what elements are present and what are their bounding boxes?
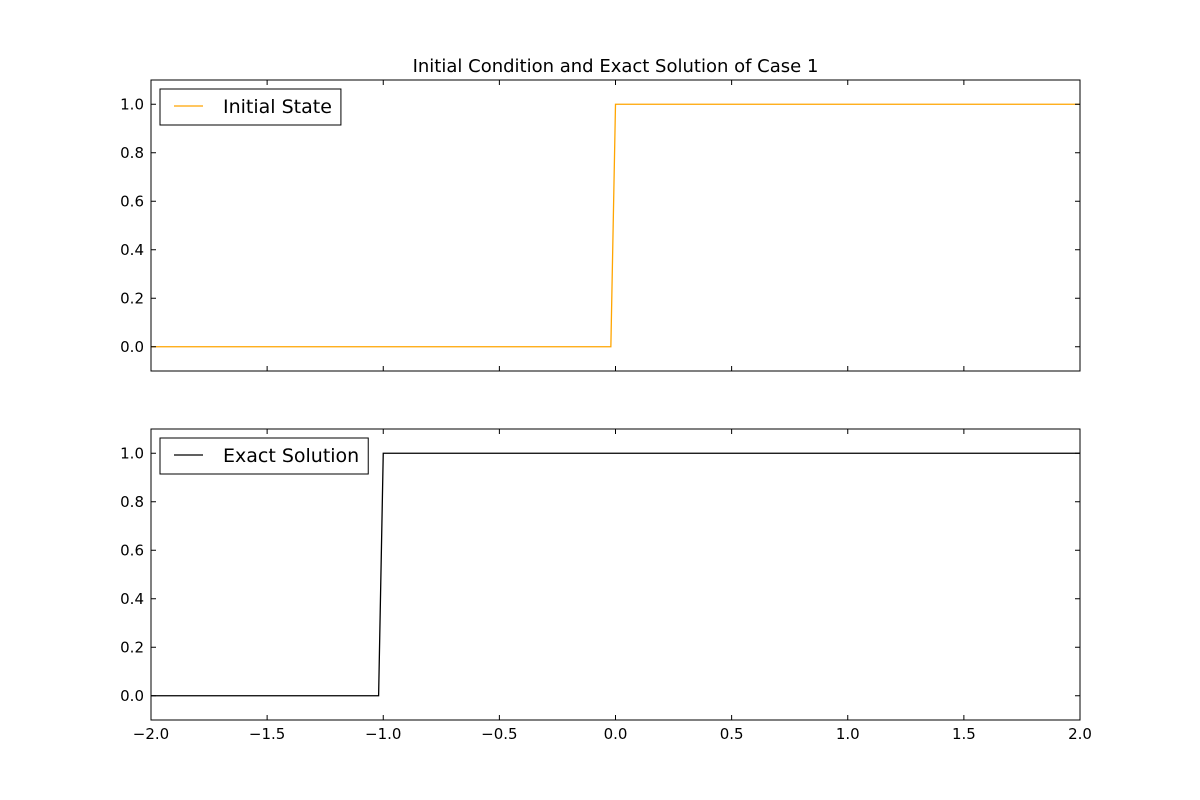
y-tick-label: 0.6 (120, 541, 144, 559)
y-tick-label: 0.8 (120, 493, 144, 511)
y-tick-label: 0.4 (120, 590, 144, 608)
y-tick-label: 0.2 (120, 638, 144, 656)
x-tick-label: −1.0 (365, 725, 401, 743)
y-tick-label: 1.0 (120, 95, 144, 113)
x-tick-label: 1.5 (952, 725, 976, 743)
y-tick-label: 0.2 (120, 289, 144, 307)
chart-title: Initial Condition and Exact Solution of … (413, 56, 819, 77)
legend-2: Exact Solution (159, 437, 369, 475)
y-tick-label: 0.4 (120, 241, 144, 259)
subplot-2: −2.0 −1.5 −1.0 −0.5 0.0 0.5 1.0 1.5 2.0 0.0 0.2 0.4… (120, 428, 1092, 743)
x-tick-label: 1.0 (836, 725, 860, 743)
x-tick-label: −1.5 (249, 725, 285, 743)
legend-box (159, 88, 342, 126)
y-tick-label: 0.6 (120, 192, 144, 210)
x-tick-label: 0.5 (720, 725, 744, 743)
legend-label: Initial State (223, 96, 332, 118)
y-tick-label: 1.0 (120, 444, 144, 462)
y-tick-label: 0.0 (120, 338, 144, 356)
series-line-1-1 (151, 103, 1080, 348)
series-line-2-1 (151, 452, 1080, 697)
subplot-1: 0.0 0.2 0.4 0.6 0.8 1.0 Initial Condition and … (120, 56, 1081, 372)
legend-1: Initial State (159, 88, 342, 126)
y-tick-label: 0.8 (120, 144, 144, 162)
x-tick-label: 0.0 (604, 725, 628, 743)
x-tick-label: −2.0 (133, 725, 169, 743)
legend-label: Exact Solution (223, 445, 359, 467)
y-tick-label: 0.0 (120, 687, 144, 705)
x-tick-label: −0.5 (481, 725, 517, 743)
x-tick-label: 2.0 (1068, 725, 1092, 743)
legend-box (159, 437, 369, 475)
